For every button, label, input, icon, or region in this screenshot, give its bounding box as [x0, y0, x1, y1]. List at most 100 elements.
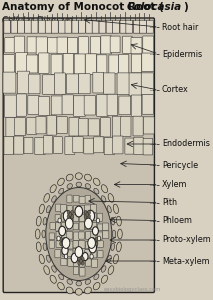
FancyBboxPatch shape: [78, 118, 88, 136]
FancyBboxPatch shape: [84, 138, 94, 154]
Text: ): ): [184, 2, 188, 11]
Text: Pith: Pith: [162, 198, 177, 207]
FancyBboxPatch shape: [79, 214, 86, 222]
Ellipse shape: [113, 204, 118, 214]
FancyBboxPatch shape: [101, 36, 112, 54]
Circle shape: [95, 242, 98, 246]
FancyBboxPatch shape: [73, 232, 79, 240]
Circle shape: [62, 238, 70, 248]
Circle shape: [95, 237, 98, 242]
FancyBboxPatch shape: [133, 116, 143, 136]
FancyBboxPatch shape: [49, 241, 55, 248]
FancyBboxPatch shape: [79, 196, 85, 203]
Ellipse shape: [67, 279, 72, 284]
Circle shape: [46, 188, 112, 280]
FancyBboxPatch shape: [91, 250, 97, 258]
FancyBboxPatch shape: [109, 55, 119, 74]
FancyBboxPatch shape: [104, 137, 114, 155]
FancyBboxPatch shape: [53, 137, 62, 153]
FancyBboxPatch shape: [14, 136, 23, 154]
Ellipse shape: [67, 184, 72, 189]
FancyBboxPatch shape: [102, 223, 109, 230]
FancyBboxPatch shape: [61, 259, 67, 266]
FancyBboxPatch shape: [24, 137, 33, 154]
FancyBboxPatch shape: [59, 20, 65, 33]
FancyBboxPatch shape: [97, 213, 102, 221]
FancyBboxPatch shape: [91, 241, 96, 248]
FancyBboxPatch shape: [131, 38, 142, 54]
FancyBboxPatch shape: [57, 117, 67, 134]
Circle shape: [71, 253, 78, 263]
FancyBboxPatch shape: [68, 38, 78, 54]
FancyBboxPatch shape: [90, 213, 96, 220]
FancyBboxPatch shape: [97, 55, 107, 74]
FancyBboxPatch shape: [113, 136, 123, 154]
Circle shape: [92, 237, 95, 242]
Ellipse shape: [111, 243, 115, 250]
FancyBboxPatch shape: [35, 137, 45, 154]
Ellipse shape: [117, 216, 121, 226]
FancyBboxPatch shape: [27, 37, 37, 53]
FancyBboxPatch shape: [73, 223, 78, 230]
Ellipse shape: [36, 216, 41, 226]
FancyBboxPatch shape: [50, 222, 56, 229]
FancyBboxPatch shape: [73, 136, 83, 153]
FancyBboxPatch shape: [79, 74, 90, 94]
Circle shape: [61, 239, 64, 244]
FancyBboxPatch shape: [143, 117, 154, 134]
Text: Colocasia: Colocasia: [127, 2, 182, 11]
FancyBboxPatch shape: [63, 53, 73, 74]
FancyBboxPatch shape: [6, 118, 15, 137]
FancyBboxPatch shape: [78, 37, 89, 54]
Ellipse shape: [93, 178, 100, 185]
FancyBboxPatch shape: [56, 223, 61, 231]
Circle shape: [65, 218, 73, 229]
FancyBboxPatch shape: [66, 74, 79, 94]
Text: Phloem: Phloem: [162, 216, 192, 225]
FancyBboxPatch shape: [73, 205, 79, 213]
Circle shape: [63, 242, 66, 246]
FancyBboxPatch shape: [142, 53, 154, 71]
FancyBboxPatch shape: [92, 20, 99, 33]
Ellipse shape: [117, 242, 121, 252]
Circle shape: [78, 257, 81, 261]
Ellipse shape: [39, 254, 44, 264]
Circle shape: [75, 247, 83, 257]
FancyBboxPatch shape: [3, 18, 154, 292]
FancyBboxPatch shape: [61, 205, 67, 213]
Circle shape: [71, 210, 73, 214]
FancyBboxPatch shape: [38, 97, 50, 115]
Circle shape: [82, 253, 88, 260]
FancyBboxPatch shape: [126, 20, 133, 33]
FancyBboxPatch shape: [73, 240, 79, 248]
FancyBboxPatch shape: [3, 72, 16, 93]
FancyBboxPatch shape: [79, 222, 85, 230]
Ellipse shape: [46, 206, 50, 213]
FancyBboxPatch shape: [65, 20, 72, 33]
Ellipse shape: [58, 283, 64, 290]
Circle shape: [63, 211, 71, 221]
FancyBboxPatch shape: [55, 250, 61, 258]
FancyBboxPatch shape: [79, 268, 85, 276]
FancyBboxPatch shape: [4, 136, 14, 155]
FancyBboxPatch shape: [112, 116, 122, 136]
Text: Meta-xylem: Meta-xylem: [162, 256, 210, 266]
Ellipse shape: [111, 218, 115, 225]
Ellipse shape: [85, 287, 91, 294]
Circle shape: [88, 210, 91, 214]
FancyBboxPatch shape: [85, 205, 91, 213]
FancyBboxPatch shape: [97, 232, 102, 239]
FancyBboxPatch shape: [72, 20, 79, 33]
FancyBboxPatch shape: [91, 231, 96, 239]
FancyBboxPatch shape: [73, 195, 79, 202]
Circle shape: [57, 236, 60, 241]
Ellipse shape: [93, 283, 100, 290]
Circle shape: [67, 210, 70, 214]
Ellipse shape: [46, 255, 50, 262]
FancyBboxPatch shape: [79, 241, 85, 248]
FancyBboxPatch shape: [18, 20, 24, 33]
Text: Epidermis: Epidermis: [162, 50, 202, 58]
Text: Proto-xylem: Proto-xylem: [162, 236, 211, 244]
FancyBboxPatch shape: [45, 20, 52, 33]
FancyBboxPatch shape: [47, 116, 57, 135]
